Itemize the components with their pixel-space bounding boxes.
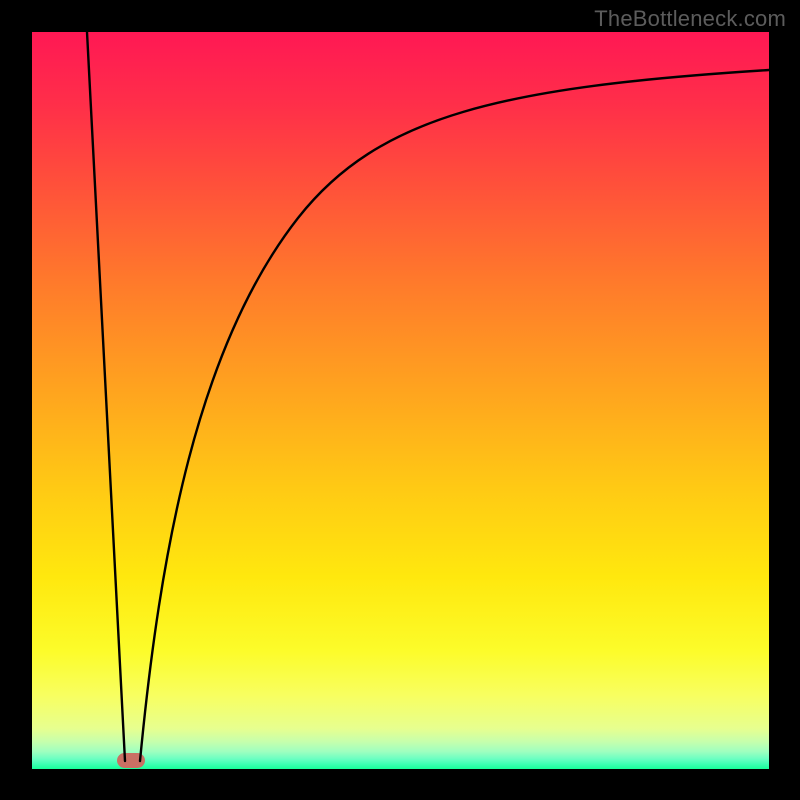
plot-area bbox=[32, 32, 769, 769]
watermark-text: TheBottleneck.com bbox=[594, 6, 786, 32]
optimal-point-marker bbox=[117, 753, 145, 768]
heat-gradient-background bbox=[32, 32, 769, 769]
chart-frame: TheBottleneck.com bbox=[0, 0, 800, 800]
